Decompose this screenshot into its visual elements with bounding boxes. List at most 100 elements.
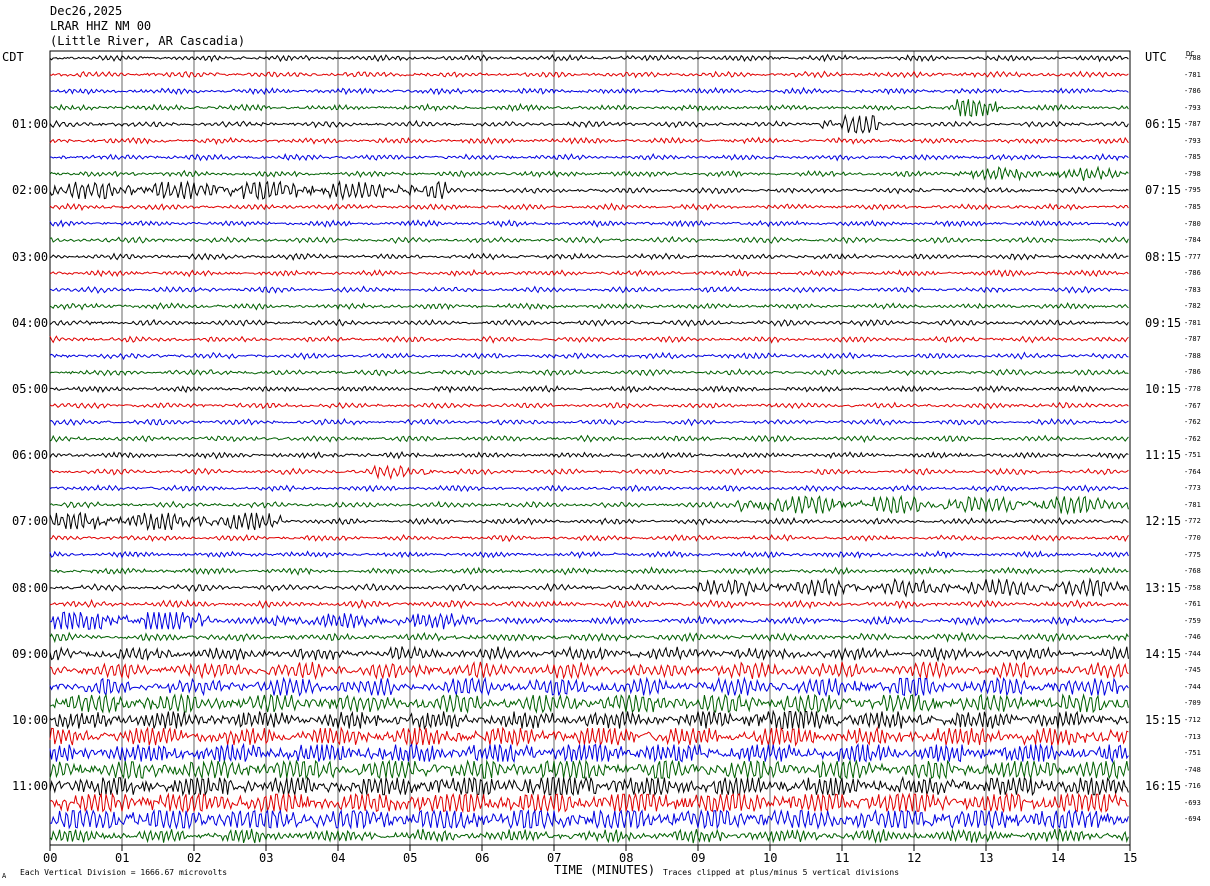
x-tick-label: 10 <box>763 851 778 865</box>
dc-offset-label: -772 <box>1184 517 1201 526</box>
dc-offset-label: -786 <box>1184 269 1201 278</box>
dc-offset-label: -762 <box>1184 434 1201 443</box>
left-hour-label: 09:00 <box>12 646 49 661</box>
right-hour-label: 14:15 <box>1145 646 1182 661</box>
right-hour-label: 10:15 <box>1145 382 1182 396</box>
dc-offset-label: -759 <box>1184 616 1201 625</box>
x-tick-label: 14 <box>1051 851 1066 865</box>
seismic-trace <box>49 179 1129 201</box>
location-label: (Little River, AR Cascadia) <box>50 34 246 48</box>
dc-offset-label: -787 <box>1184 120 1201 129</box>
dc-offset-label: -709 <box>1184 699 1201 708</box>
left-hour-label: 11:00 <box>12 779 49 794</box>
seismic-trace <box>49 152 1129 162</box>
x-tick-label: 03 <box>259 851 274 865</box>
dc-offset-label: -782 <box>1184 302 1201 311</box>
dc-offset-label: -770 <box>1184 533 1201 542</box>
seismic-trace <box>49 511 1129 532</box>
seismic-trace <box>49 464 1129 480</box>
dc-offset-label: -784 <box>1184 236 1201 245</box>
dc-offset-label: -744 <box>1184 649 1201 658</box>
left-hour-label: 01:00 <box>12 117 49 132</box>
dc-offset-label: -780 <box>1184 219 1201 228</box>
left-hour-label: 05:00 <box>12 382 49 396</box>
dc-offset-label: -795 <box>1184 186 1201 195</box>
seismic-trace <box>49 70 1129 79</box>
seismic-trace <box>49 368 1129 377</box>
left-hour-label: 06:00 <box>12 448 49 463</box>
dc-header-label: DC <box>1186 50 1195 58</box>
x-tick-label: 04 <box>331 851 346 865</box>
dc-offset-label: -778 <box>1184 385 1201 393</box>
seismic-trace <box>49 676 1129 698</box>
right-hour-label: 16:15 <box>1145 779 1182 794</box>
seismic-trace <box>49 611 1129 631</box>
right-hour-label: 07:15 <box>1145 183 1182 198</box>
dc-offset-label: -785 <box>1184 153 1201 162</box>
dc-offset-label: -781 <box>1184 500 1201 509</box>
x-tick-label: 15 <box>1123 851 1138 865</box>
dc-offset-label: -758 <box>1184 583 1201 592</box>
x-tick-label: 09 <box>691 851 706 865</box>
left-timezone-label: CDT <box>2 50 24 64</box>
left-hour-label: 10:00 <box>12 713 49 727</box>
seismic-trace <box>49 136 1129 146</box>
seismic-trace <box>49 598 1129 610</box>
seismic-trace <box>49 86 1129 96</box>
dc-offset-label: -762 <box>1184 418 1201 427</box>
seismic-trace <box>49 99 1129 117</box>
dc-offset-label: -786 <box>1184 368 1201 377</box>
seismic-trace <box>49 661 1129 681</box>
seismic-trace <box>49 401 1129 410</box>
left-hour-label: 02:00 <box>12 183 49 198</box>
dc-offset-label: -713 <box>1184 732 1201 741</box>
dc-offset-label: -788 <box>1184 351 1201 360</box>
left-hour-label: 03:00 <box>12 249 49 264</box>
x-tick-label: 01 <box>115 851 130 865</box>
seismic-trace <box>49 828 1129 844</box>
dc-offset-label: -744 <box>1184 682 1201 691</box>
x-tick-label: 11 <box>835 851 850 865</box>
dc-offset-label: -793 <box>1184 136 1201 145</box>
seismic-trace <box>49 533 1129 543</box>
right-hour-label: 06:15 <box>1145 117 1182 132</box>
seismic-trace <box>49 113 1129 134</box>
seismic-trace <box>49 484 1129 493</box>
dc-offset-label: -787 <box>1184 335 1201 344</box>
x-axis-title: TIME (MINUTES) <box>554 863 656 877</box>
seismic-trace <box>49 202 1129 212</box>
x-tick-label: 06 <box>475 851 490 865</box>
seismic-trace <box>49 792 1129 814</box>
seismic-trace <box>49 808 1129 830</box>
dc-offset-label: -783 <box>1184 285 1201 294</box>
seismic-trace <box>49 53 1129 63</box>
seismic-trace <box>49 268 1129 278</box>
dc-offset-label: -761 <box>1184 600 1201 609</box>
dc-offset-label: -785 <box>1184 202 1201 211</box>
dc-offset-label: -773 <box>1184 484 1201 493</box>
right-hour-label: 13:15 <box>1145 580 1182 595</box>
seismic-trace <box>49 631 1129 644</box>
x-tick-label: 12 <box>907 851 922 865</box>
seismic-trace <box>49 577 1129 598</box>
left-hour-label: 04:00 <box>12 315 49 330</box>
dc-offset-label: -693 <box>1184 798 1201 807</box>
seismic-trace <box>49 759 1129 780</box>
left-hour-label: 08:00 <box>12 580 49 595</box>
x-tick-label: 08 <box>619 851 634 865</box>
x-tick-label: 05 <box>403 851 418 865</box>
dc-offset-label: -751 <box>1184 451 1201 460</box>
x-tick-label: 02 <box>187 851 202 865</box>
seismic-trace <box>49 165 1129 182</box>
date-label: Dec26,2025 <box>50 4 123 18</box>
right-hour-label: 12:15 <box>1145 514 1182 529</box>
right-hour-label: 08:15 <box>1145 249 1182 264</box>
seismic-trace <box>49 434 1129 444</box>
seismic-trace <box>49 384 1129 394</box>
dc-offset-label: -751 <box>1184 749 1201 758</box>
x-tick-label: 00 <box>43 851 58 865</box>
dc-offset-label: -768 <box>1184 567 1201 576</box>
x-tick-label: 07 <box>547 851 562 865</box>
right-hour-label: 11:15 <box>1145 448 1182 463</box>
